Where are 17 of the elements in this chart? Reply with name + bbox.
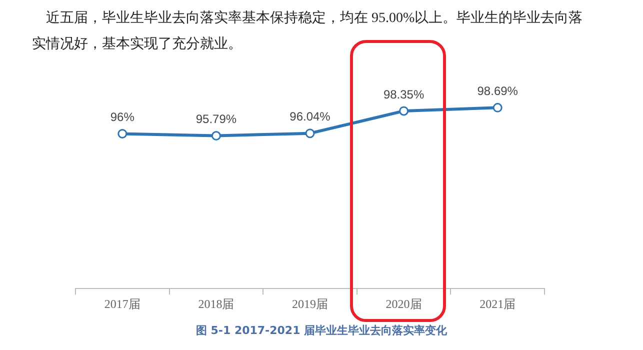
x-tick-label: 2021届	[480, 296, 516, 311]
x-tick-label: 2019届	[292, 296, 328, 311]
data-label: 98.69%	[477, 84, 518, 98]
point	[305, 128, 315, 138]
text: 图 5-1 2017-2021 届毕业生毕业去向落实率变化	[194, 323, 448, 338]
text: 近五届，毕业生毕业去向落实率基本保持稳定，均在 95.00%以上。毕业生的毕业去向落实情况好，基本实现了充分就业。	[32, 9, 584, 54]
point	[211, 131, 221, 141]
x-tick-label: 2018届	[198, 296, 234, 311]
x-tick-label: 2017届	[104, 296, 140, 311]
point	[399, 106, 409, 116]
data-label: 98.35%	[383, 87, 424, 102]
data-label: 96.04%	[290, 110, 331, 124]
point	[118, 128, 128, 138]
x-tick-label: 2020届	[386, 296, 422, 311]
data-label: 95.79%	[196, 112, 237, 126]
point	[492, 102, 502, 112]
data-label: 96%	[110, 110, 135, 124]
